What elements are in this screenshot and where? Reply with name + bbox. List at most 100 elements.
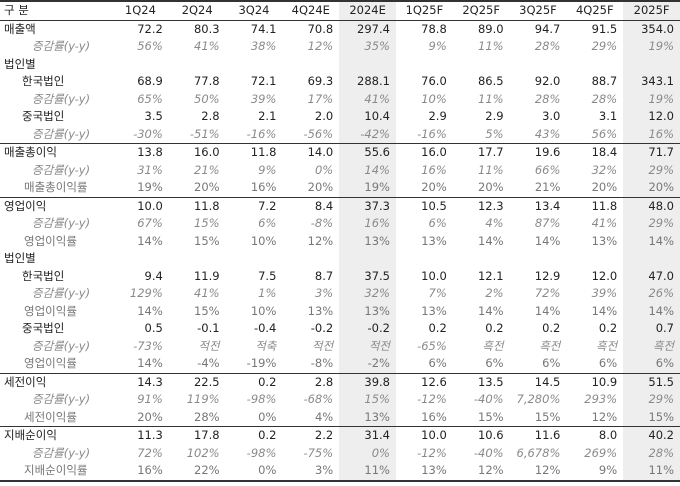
cell-value: 8.4 [282,196,340,215]
header-period: 1Q24 [112,0,169,21]
cell-value: 19% [339,179,396,197]
cell-value: 6% [598,356,618,370]
cell-value: 10.5 [395,196,453,215]
cell-value: 28% [534,39,561,53]
cell-value: 3% [314,286,334,300]
cell-value: 354.0 [623,20,680,38]
cell-value: 2.0 [314,109,334,123]
header-label: 구 분 [0,0,112,21]
cell-value: 66% [534,162,561,177]
cell-value: 13% [339,232,396,250]
cell-value: 40.2 [623,426,680,445]
cell-value: 2.9 [428,109,447,123]
cell-value: 13% [339,408,396,427]
cell-value: 13% [395,462,453,482]
cell-value: 2.9 [485,109,504,123]
cell-value: 2.2 [282,426,340,445]
cell-value: -2% [339,355,396,373]
table-row: 법인별 [0,55,680,74]
cell-value: 39% [250,91,277,106]
cell-value: 10.0 [112,196,169,215]
cell-value: 13.8 [112,143,169,162]
cell-value: 0% [314,162,334,177]
table-row: 지배순이익률 16% 22% 0% 3% 11% 13% 12% 12% 9% 11% [0,462,680,482]
cell-value: 28% [534,91,561,106]
row-label: 매출액 [4,21,36,36]
cell-value: 67% [137,216,163,230]
cell-value: 7.2 [225,196,283,215]
cell-value: 적전 [339,337,396,355]
cell-value: 19% [137,180,163,194]
cell-value: 6% [542,356,561,370]
cell-value: 14% [478,233,504,248]
cell-value: -0.4 [253,321,277,335]
table-row: 증감률(y-y) 56% 41% 38% 12% 35% 9% 11% 28% 29% 19% [0,38,680,56]
cell-value [169,250,226,268]
cell-value: 0.2 [225,426,283,445]
cell-value: 77.8 [193,74,220,88]
cell-value: 43% [534,126,561,141]
cell-value: 11.8 [168,196,226,215]
cell-value: 11% [623,462,680,482]
cell-value: -8% [310,216,334,230]
cell-value: 8.7 [314,268,334,283]
cell-value: 흑전 [596,338,618,353]
cell-value: 적전 [198,338,220,353]
cell-value: 22.5 [168,372,226,391]
header-period: 2Q25F [452,0,510,21]
cell-value: 16% [421,409,447,424]
cell-value: 11% [339,462,396,482]
cell-value: 2.1 [258,109,277,123]
cell-value: 8.0 [566,426,624,445]
header-period: 3Q25F [509,0,567,21]
row-label: 영업이익률 [24,356,77,370]
cell-value: 41% [194,286,220,300]
cell-value [169,56,226,74]
table-row: 영업이익률 14% -4% -19% -8% -2% 6% 6% 6% 6% 6% [0,355,680,373]
cell-value: 37.3 [339,196,396,215]
row-label: 한국법인 [22,74,65,88]
cell-value: 12.0 [623,108,680,126]
cell-value: 41% [339,90,396,108]
cell-value: 38% [250,39,277,53]
cell-value: 14.0 [282,143,340,162]
cell-value: -40% [473,445,504,460]
cell-value: 12% [307,233,334,248]
cell-value: 11.9 [193,268,220,283]
cell-value: -0.2 [310,321,334,335]
cell-value: 80.3 [193,21,220,36]
row-label: 법인별 [4,56,36,71]
table-row: 매출총이익 13.8 16.0 11.8 14.0 55.6 16.0 17.7 19.6 18.… [0,143,680,162]
cell-value: 3% [282,462,340,482]
cell-value: 15% [623,408,680,427]
cell-value: 91% [137,392,163,406]
cell-value [396,250,453,268]
cell-value: 26% [623,285,680,303]
cell-value: 7% [428,286,447,300]
cell-value: 9.4 [144,268,163,283]
row-label: 증감률(y-y) [32,445,91,460]
table-row: 증감률(y-y) 31% 21% 9% 0% 14% 16% 11% 66% 32% 29% [0,161,680,179]
cell-value: -0.1 [197,321,220,335]
cell-value: 6,678% [516,445,561,460]
cell-value: 70.8 [307,21,334,36]
cell-value: 15% [478,409,504,424]
cell-value: 92.0 [534,74,561,88]
cell-value: 15% [534,409,561,424]
table-row: 증감률(y-y) 65% 50% 39% 17% 41% 10% 11% 28% 28% 19% [0,90,680,108]
cell-value: -4% [197,356,220,370]
cell-value: 6% [428,356,447,370]
cell-value [112,250,169,268]
cell-value: -12% [417,445,447,460]
cell-value: 13% [339,302,396,320]
cell-value: 20% [137,409,163,424]
cell-value: 13% [591,233,618,248]
header-row: 구 분 1Q24 2Q24 3Q24 4Q24E 2024E 1Q25F 2Q25F 3Q25F… [0,0,680,21]
cell-value: 10.6 [452,426,510,445]
cell-value: 31.4 [339,426,396,445]
cell-value: 16% [339,215,396,233]
cell-value: 13% [307,303,334,318]
table-row: 영업이익률 14% 15% 10% 13% 13% 13% 14% 14% 14% 14% [0,302,680,320]
cell-value: 15% [339,391,396,409]
header-period: 4Q24E [282,0,340,21]
